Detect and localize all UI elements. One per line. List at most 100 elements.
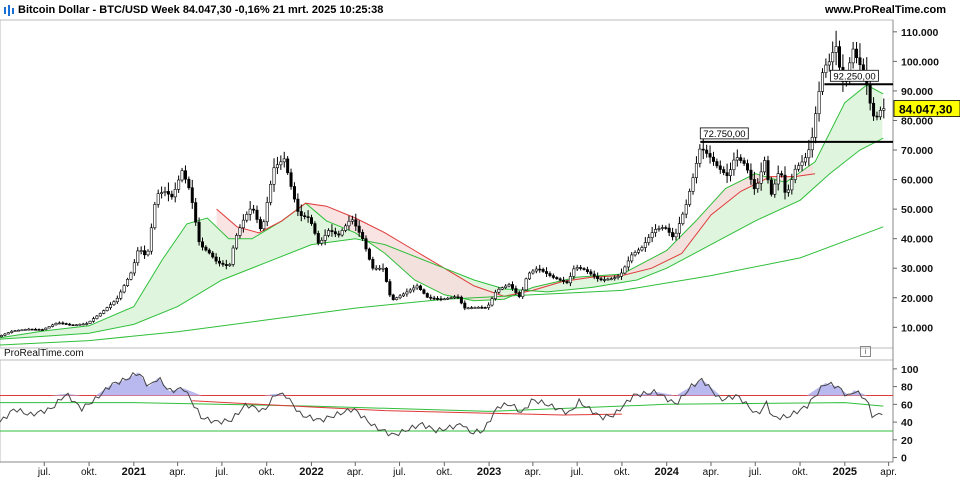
candle-body <box>228 264 232 266</box>
x-tick-label: apr. <box>880 467 897 478</box>
candle-body <box>255 209 259 220</box>
candle-body <box>313 223 317 234</box>
candle-body <box>57 322 61 325</box>
candle-body <box>739 157 743 161</box>
candle-body <box>572 268 576 277</box>
candle-body <box>436 298 440 300</box>
candle-body <box>395 297 399 300</box>
candle-body <box>769 179 773 195</box>
candle-body <box>95 315 99 319</box>
candle-body <box>323 235 327 241</box>
candle-body <box>139 250 143 252</box>
x-tick-label: apr. <box>169 467 186 478</box>
candle-body <box>143 250 147 256</box>
info-icon[interactable]: i <box>860 346 871 357</box>
candle-body <box>548 273 552 276</box>
candle-body <box>763 160 767 173</box>
candle-body <box>197 221 201 243</box>
candle-body <box>524 278 528 291</box>
candlestick-icon[interactable] <box>4 4 14 16</box>
candle-body <box>664 227 668 229</box>
candle-body <box>470 307 474 309</box>
candle-body <box>371 259 375 269</box>
candle-body <box>783 174 787 193</box>
candle-body <box>20 329 24 332</box>
candle-body <box>422 289 426 294</box>
candle-body <box>34 328 38 331</box>
candle-body <box>194 202 198 223</box>
candle-body <box>568 276 572 284</box>
y-tick-label: 20.000 <box>901 293 933 305</box>
candle-body <box>838 46 842 68</box>
candle-body <box>647 237 651 243</box>
candle-body <box>153 204 157 229</box>
candle-body <box>405 291 409 295</box>
candle-body <box>861 64 865 71</box>
candle-body <box>74 324 78 327</box>
candle-body <box>688 191 692 205</box>
candle-body <box>671 232 675 238</box>
x-tick-label: okt. <box>614 467 630 478</box>
candle-body <box>507 284 511 287</box>
candle-body <box>725 172 729 177</box>
candle-body <box>207 249 211 254</box>
candle-body <box>282 158 286 163</box>
candle-body <box>490 298 494 306</box>
candle-body <box>660 227 664 229</box>
x-tick-label: okt. <box>792 467 808 478</box>
watermark-label: ProRealTime.com <box>4 348 84 359</box>
candle-body <box>419 285 423 291</box>
candle-body <box>735 157 739 161</box>
y-tick-label: 50.000 <box>901 204 933 216</box>
candle-body <box>766 160 770 181</box>
candle-body <box>364 238 368 250</box>
candle-body <box>565 281 569 284</box>
candle-body <box>344 225 348 231</box>
candle-body <box>442 298 446 301</box>
candle-body <box>391 294 395 300</box>
rsi-y-tick-label: 80 <box>901 382 913 394</box>
candle-body <box>814 113 818 138</box>
x-tick-label: 2022 <box>299 466 323 478</box>
candle-body <box>180 170 184 181</box>
x-tick-label: 2021 <box>122 466 146 478</box>
candle-body <box>803 157 807 163</box>
candle-body <box>156 193 160 205</box>
x-tick-label: jul. <box>392 467 406 478</box>
rsi-average-line-1 <box>0 402 884 412</box>
candle-body <box>23 329 27 331</box>
candle-body <box>146 250 150 256</box>
ma-cloud-red <box>216 163 813 301</box>
candle-body <box>40 329 44 331</box>
candle-body <box>98 313 102 317</box>
candle-body <box>473 307 477 309</box>
candle-body <box>149 227 153 252</box>
candle-body <box>521 289 525 297</box>
candle-body <box>381 267 385 270</box>
candle-body <box>224 264 228 266</box>
x-tick-label: jul. <box>748 467 762 478</box>
candle-body <box>868 83 872 104</box>
candle-body <box>309 217 313 224</box>
candle-body <box>446 297 450 300</box>
candle-body <box>44 327 48 330</box>
candle-body <box>555 277 559 280</box>
candle-body <box>749 169 753 180</box>
candle-body <box>619 272 623 277</box>
candle-body <box>480 306 484 309</box>
candle-body <box>425 293 429 298</box>
candle-body <box>538 268 542 271</box>
candle-body <box>347 220 351 227</box>
candle-body <box>756 182 760 190</box>
candle-body <box>746 163 750 171</box>
candle-body <box>105 307 109 311</box>
site-url[interactable]: www.ProRealTime.com <box>824 4 946 16</box>
candle-body <box>630 254 634 262</box>
candle-body <box>827 61 831 66</box>
level-label-box-2 <box>699 127 749 140</box>
x-tick-label: okt. <box>259 467 275 478</box>
level-label-1: 92.250,00 <box>833 71 875 82</box>
candle-body <box>643 242 647 248</box>
candle-body <box>558 278 562 281</box>
candle-body <box>585 269 589 272</box>
